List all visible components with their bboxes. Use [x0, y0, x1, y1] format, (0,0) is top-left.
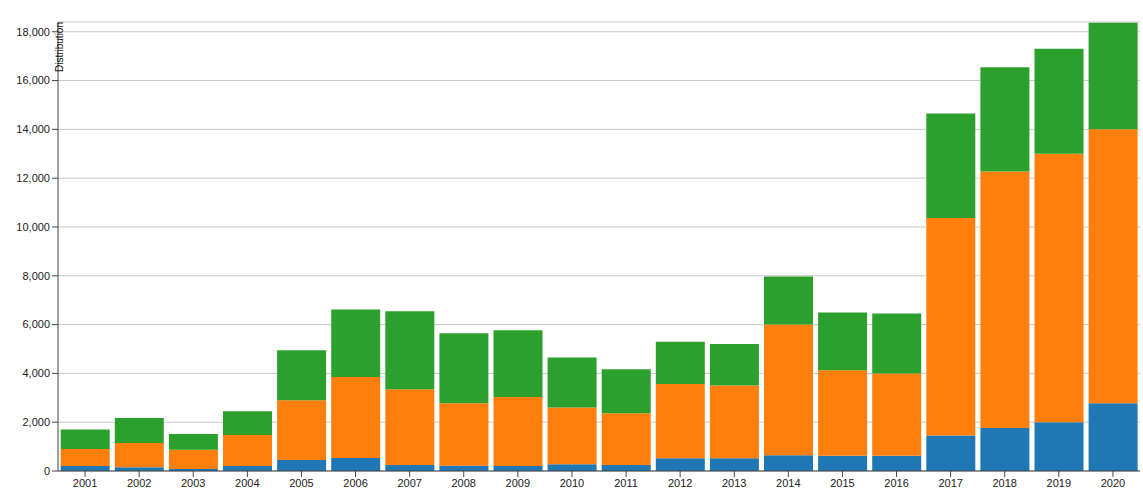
svg-text:2006: 2006 — [343, 477, 367, 489]
svg-text:2020: 2020 — [1101, 477, 1125, 489]
svg-text:8,000: 8,000 — [22, 270, 50, 282]
html-text:Distribution: Distribution — [54, 22, 65, 72]
svg-text:2012: 2012 — [668, 477, 692, 489]
svg-text:16,000: 16,000 — [16, 74, 50, 86]
svg-text:2001: 2001 — [73, 477, 97, 489]
svg-text:2016: 2016 — [884, 477, 908, 489]
svg-text:2017: 2017 — [938, 477, 962, 489]
svg-text:2005: 2005 — [289, 477, 313, 489]
svg-text:2015: 2015 — [830, 477, 854, 489]
svg-text:14,000: 14,000 — [16, 123, 50, 135]
svg-text:0: 0 — [44, 465, 50, 477]
svg-text:4,000: 4,000 — [22, 367, 50, 379]
svg-text:18,000: 18,000 — [16, 26, 50, 38]
svg-text:2018: 2018 — [993, 477, 1017, 489]
svg-text:2019: 2019 — [1047, 477, 1071, 489]
svg-text:2014: 2014 — [776, 477, 800, 489]
svg-text:10,000: 10,000 — [16, 221, 50, 233]
svg-text:2010: 2010 — [560, 477, 584, 489]
svg-text:2003: 2003 — [181, 477, 205, 489]
svg-text:2,000: 2,000 — [22, 416, 50, 428]
svg-text:6,000: 6,000 — [22, 318, 50, 330]
svg-text:2009: 2009 — [506, 477, 530, 489]
svg-text:2008: 2008 — [452, 477, 476, 489]
svg-text:12,000: 12,000 — [16, 172, 50, 184]
svg-text:2002: 2002 — [127, 477, 151, 489]
svg-text:2007: 2007 — [397, 477, 421, 489]
svg-text:2004: 2004 — [235, 477, 259, 489]
svg-text:2011: 2011 — [614, 477, 638, 489]
svg-text:2013: 2013 — [722, 477, 746, 489]
